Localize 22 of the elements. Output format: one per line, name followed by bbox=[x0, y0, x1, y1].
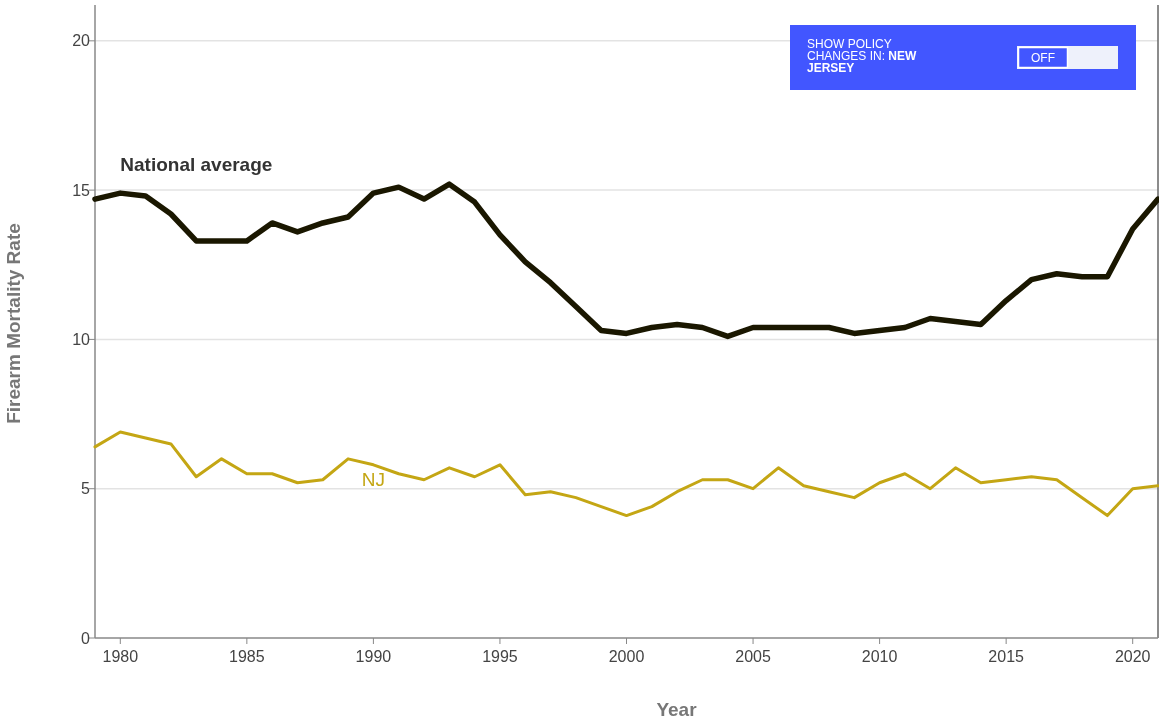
toggle-panel: SHOW POLICY CHANGES IN: NEW JERSEY OFF bbox=[790, 25, 1136, 90]
y-tick-label: 5 bbox=[81, 480, 91, 498]
series-label: NJ bbox=[361, 468, 386, 490]
y-tick-label: 20 bbox=[72, 32, 91, 50]
x-tick-label: 1980 bbox=[102, 648, 139, 665]
x-tick-label: 2000 bbox=[608, 648, 645, 665]
toggle-switch: OFF bbox=[1017, 46, 1118, 69]
y-tick-label: 10 bbox=[72, 331, 91, 349]
x-tick-label: 2005 bbox=[735, 648, 771, 665]
x-tick-label: 2020 bbox=[1114, 648, 1151, 665]
y-tick-label: 15 bbox=[72, 181, 91, 199]
x-axis-title: Year bbox=[656, 699, 698, 720]
series-label: National average bbox=[120, 154, 273, 176]
x-tick-label: 2015 bbox=[988, 648, 1025, 665]
x-tick-label: 1990 bbox=[355, 648, 392, 665]
x-tick-label: 2010 bbox=[861, 648, 898, 665]
y-tick-label: 0 bbox=[81, 629, 91, 647]
x-tick-label: 1985 bbox=[229, 648, 265, 665]
line-series bbox=[93, 430, 1159, 518]
annotation: OFF bbox=[1031, 51, 1055, 65]
x-tick-label: 1995 bbox=[482, 648, 518, 665]
y-axis-title: Firearm Mortality Rate bbox=[3, 223, 24, 424]
